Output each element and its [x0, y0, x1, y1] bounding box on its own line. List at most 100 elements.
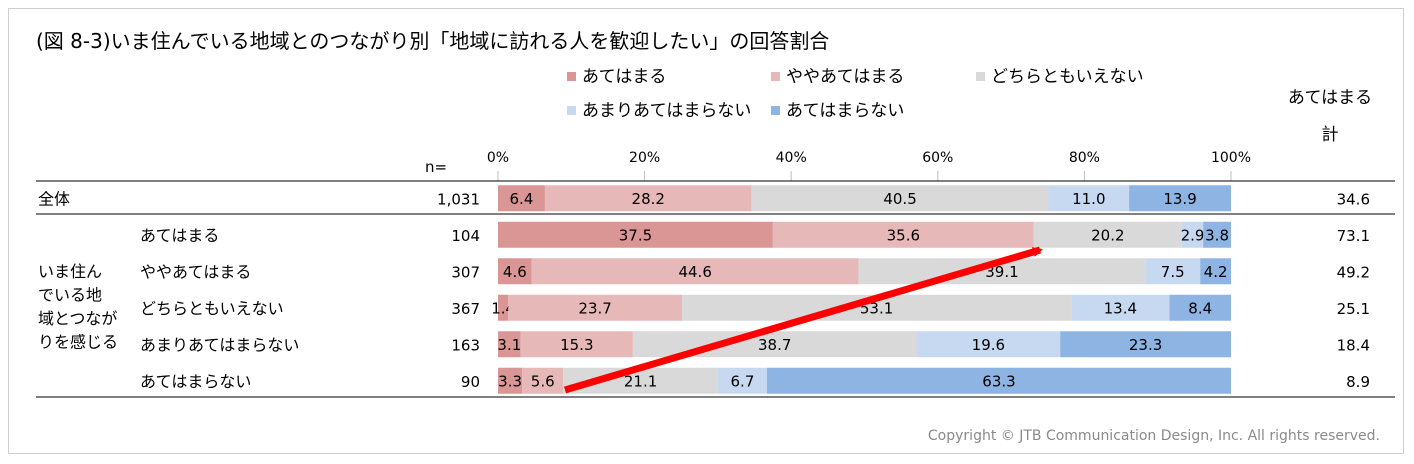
bar-value-label: 15.3 — [560, 336, 593, 354]
row-label: あまりあてはまらない — [140, 335, 299, 354]
bar-segment — [916, 331, 1061, 358]
row-n: 163 — [451, 336, 480, 354]
bar-row: あてはまらない 90 8.9 3.3 5.6 21.1 6.7 63.3 — [140, 367, 1370, 394]
legend-label: あまりあてはまらない — [582, 101, 751, 121]
bar-rows: 全体 1,031 34.6 6.4 28.2 40.5 11.0 13.9 あてはまる 104 73… — [38, 185, 1370, 394]
legend-label: どちらともいえない — [991, 67, 1144, 87]
row-label: どちらともいえない — [140, 299, 284, 318]
legend-label: あてはまる — [582, 67, 666, 87]
row-label: 全体 — [38, 189, 70, 208]
row-label: あてはまる — [140, 226, 219, 245]
bar-segment — [1145, 258, 1201, 285]
n-header: n= — [425, 158, 447, 176]
bar-value-label: 21.1 — [624, 372, 657, 390]
bar-value-label: 20.2 — [1091, 226, 1124, 244]
bar-segment — [751, 185, 1049, 212]
row-total: 73.1 — [1337, 227, 1370, 245]
bar-segment — [1033, 221, 1182, 248]
bar-value-label: 44.6 — [678, 263, 711, 281]
copyright-text: Copyright © JTB Communication Design, In… — [928, 428, 1380, 444]
bar-value-label: 63.3 — [982, 372, 1015, 390]
trend-arrow — [564, 246, 1043, 394]
bar-value-label: 2.9 — [1181, 226, 1205, 244]
bar-value-label: 4.6 — [503, 263, 527, 281]
chart-frame — [8, 8, 1404, 454]
x-tick-label: 40% — [776, 150, 807, 166]
legend-swatch — [771, 72, 780, 81]
row-n: 367 — [451, 300, 480, 318]
x-tick-label: 20% — [629, 150, 660, 166]
group-label-line: いま住ん — [38, 262, 102, 281]
bar-segment — [522, 367, 564, 394]
row-n: 104 — [451, 227, 480, 245]
legend-swatch — [771, 106, 780, 115]
bar-segment — [1200, 258, 1231, 285]
row-n: 90 — [461, 373, 480, 391]
total-header-line1: あてはまる — [1288, 88, 1372, 108]
bar-segment — [1048, 185, 1130, 212]
bar-segment — [544, 185, 752, 212]
bar-segment — [1071, 294, 1170, 321]
group-label-line: 域とつなが — [38, 309, 117, 328]
chart-title: (図 8-3)いま住んでいる地域とのつながり別「地域に訪れる人を歓迎したい」の回… — [36, 29, 829, 53]
bar-value-label: 35.6 — [887, 226, 920, 244]
bar-value-label: 13.9 — [1163, 190, 1196, 208]
bar-segment — [531, 258, 859, 285]
bar-row: ややあてはまる 307 49.24.6 44.6 39.1 7.5 4.2 — [140, 258, 1370, 285]
bar-value-label: 37.5 — [619, 226, 652, 244]
bar-row: 全体 1,031 34.6 6.4 28.2 40.5 11.0 13.9 — [38, 185, 1370, 212]
bar-segment — [767, 367, 1231, 394]
row-total: 49.2 — [1337, 263, 1370, 281]
bar-segment — [520, 331, 633, 358]
bar-value-label: 6.4 — [510, 190, 534, 208]
bar-value-label: 7.5 — [1161, 263, 1185, 281]
bar-value-label: 6.7 — [731, 372, 755, 390]
bar-value-label: 4.2 — [1204, 263, 1228, 281]
bar-value-label: 11.0 — [1072, 190, 1105, 208]
bar-segment — [772, 221, 1034, 248]
bar-segment — [1203, 221, 1231, 248]
x-tick-label: 100% — [1211, 150, 1251, 166]
legend-swatch — [567, 106, 576, 115]
trend-arrow-line — [564, 246, 1043, 394]
row-n: 1,031 — [437, 190, 480, 208]
bar-segment — [498, 185, 545, 212]
bar-segment — [498, 367, 523, 394]
group-label-line: りを感じる — [38, 333, 118, 352]
row-total: 8.9 — [1346, 373, 1370, 391]
row-total: 25.1 — [1337, 300, 1370, 318]
bar-value-label: 3.3 — [498, 372, 522, 390]
bar-value-label: 23.7 — [578, 299, 611, 317]
bar-row: どちらともいえない 367 25.11.4 23.7 53.1 13.4 8.4 — [140, 294, 1370, 321]
bar-value-label: 23.3 — [1129, 336, 1162, 354]
bar-segment — [498, 221, 773, 248]
x-tick-label: 80% — [1069, 150, 1100, 166]
legend-swatch — [567, 72, 576, 81]
x-tick-label: 60% — [922, 150, 953, 166]
bar-segment — [498, 331, 521, 358]
row-label: あてはまらない — [140, 372, 251, 391]
row-total: 34.6 — [1337, 190, 1370, 208]
legend-label: あてはまらない — [786, 101, 904, 121]
legend-swatch — [976, 72, 985, 81]
bar-value-label: 13.4 — [1104, 299, 1137, 317]
row-n: 307 — [451, 263, 480, 281]
bar-value-label: 3.8 — [1205, 226, 1229, 244]
bar-segment — [1169, 294, 1231, 321]
bar-segment — [498, 294, 509, 321]
bar-segment — [1060, 331, 1231, 358]
x-tick-label: 0% — [487, 150, 509, 166]
bar-segment — [508, 294, 682, 321]
row-label: ややあてはまる — [140, 262, 251, 281]
bar-segment — [1181, 221, 1204, 248]
bar-value-label: 38.7 — [758, 336, 791, 354]
total-header-line2: 計 — [1322, 125, 1339, 145]
bar-segment — [1129, 185, 1231, 212]
bar-value-label: 5.6 — [531, 372, 555, 390]
bar-value-label: 19.6 — [972, 336, 1005, 354]
bar-value-label: 40.5 — [883, 190, 916, 208]
bar-row: あまりあてはまらない 163 18.4 3.1 15.3 38.7 19.6 23.3 — [140, 331, 1370, 358]
